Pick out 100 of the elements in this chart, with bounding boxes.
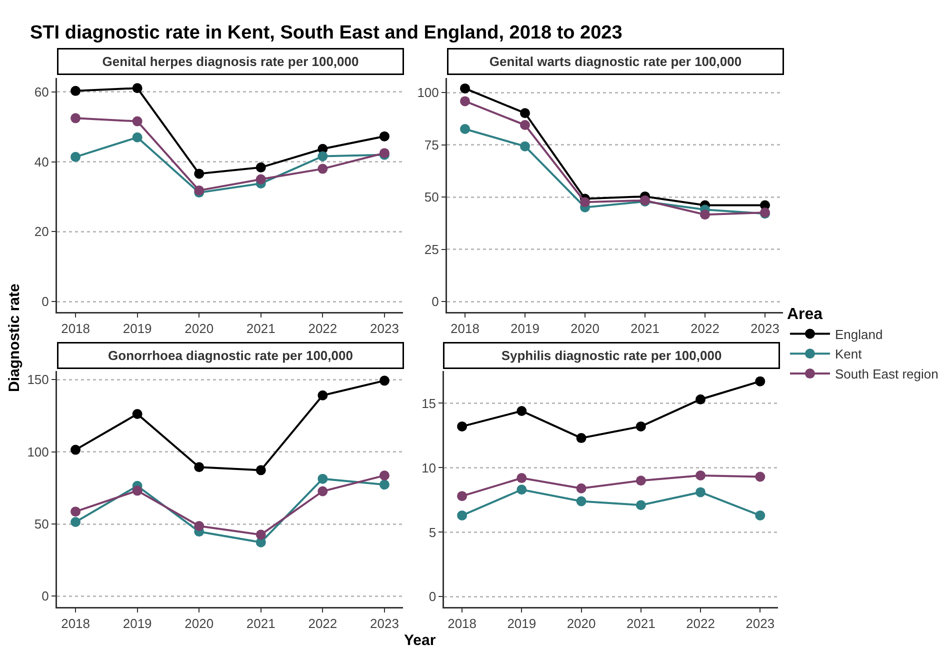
y-tick-label: 0 [42, 294, 49, 310]
point [132, 132, 142, 142]
point [70, 516, 81, 527]
x-tick-label: 2020 [184, 616, 214, 632]
point [457, 421, 468, 432]
point [256, 465, 266, 476]
point [194, 521, 204, 532]
point [580, 197, 590, 208]
x-tick-label: 2019 [507, 616, 536, 632]
point [318, 164, 328, 174]
point [318, 474, 328, 484]
x-tick-label: 2018 [61, 321, 90, 336]
point [379, 376, 390, 386]
y-tick-label: 10 [422, 460, 436, 476]
point [256, 162, 266, 172]
point [520, 141, 530, 152]
y-tick-label: 25 [424, 242, 439, 257]
x-tick-label: 2018 [448, 616, 477, 632]
y-tick-label: 40 [34, 154, 49, 170]
y-tick-label: 60 [34, 84, 49, 100]
point [576, 496, 586, 506]
y-axis-title: Diagnostic rate [6, 284, 23, 392]
x-tick-label: 2023 [370, 616, 399, 632]
x-tick-label: 2022 [308, 321, 338, 336]
point [132, 116, 142, 126]
point [379, 480, 390, 490]
x-tick-label: 2018 [61, 616, 90, 632]
point [696, 394, 706, 404]
x-tick-label: 2019 [122, 616, 152, 632]
point [457, 510, 468, 520]
point [132, 409, 142, 420]
point [256, 530, 266, 540]
point [194, 462, 204, 472]
x-tick-label: 2022 [690, 321, 720, 336]
point [194, 185, 204, 196]
point [70, 506, 81, 517]
chart-subtitle: Syphilis diagnostic rate per 100,000 [501, 348, 722, 363]
point [318, 390, 328, 400]
point [755, 376, 766, 386]
point [70, 86, 81, 96]
point [520, 108, 530, 118]
point [636, 476, 646, 486]
point [755, 510, 766, 520]
point [70, 152, 81, 162]
y-tick-label: 75 [424, 137, 439, 152]
point [460, 83, 470, 94]
point [460, 96, 470, 106]
point [132, 83, 142, 94]
point [194, 168, 204, 179]
x-tick-label: 2023 [746, 616, 775, 632]
y-tick-label: 50 [34, 516, 49, 532]
x-tick-label: 2023 [750, 321, 780, 336]
x-tick-label: 2021 [626, 616, 656, 632]
x-tick-label: 2020 [184, 321, 214, 336]
y-tick-label: 5 [428, 524, 436, 540]
chart-subtitle: Gonorrhoea diagnostic rate per 100,000 [108, 348, 353, 363]
point [516, 473, 527, 484]
point [132, 486, 142, 496]
x-tick-label: 2018 [450, 321, 480, 336]
point [576, 433, 586, 444]
point [696, 487, 706, 498]
point [520, 120, 530, 130]
point [636, 421, 646, 432]
chart-title: STI diagnostic rate in Kent, South East and England, 2018 to 2023 [30, 22, 622, 44]
point [636, 500, 646, 510]
y-tick-label: 0 [432, 294, 439, 310]
legend-title: Area [786, 306, 823, 323]
point [516, 484, 527, 495]
x-tick-label: 2022 [308, 616, 338, 632]
y-tick-label: 0 [42, 588, 49, 604]
chart-subtitle: Genital herpes diagnosis rate per 100,000 [102, 54, 359, 69]
y-tick-label: 50 [424, 190, 439, 205]
y-tick-label: 15 [422, 396, 436, 411]
point [256, 174, 266, 184]
point [379, 131, 390, 142]
x-tick-label: 2020 [570, 321, 600, 336]
x-tick-label: 2022 [686, 616, 715, 632]
x-axis-title: Year [404, 632, 436, 648]
x-tick-label: 2020 [566, 616, 596, 632]
x-tick-label: 2021 [630, 321, 660, 336]
point [70, 444, 81, 455]
y-tick-label: 100 [27, 444, 49, 460]
point [460, 124, 470, 134]
point [318, 151, 328, 162]
point [700, 210, 710, 220]
legend-label: England [834, 326, 883, 342]
y-tick-label: 20 [34, 224, 49, 240]
point [379, 470, 390, 480]
y-tick-label: 100 [417, 85, 439, 100]
x-tick-label: 2023 [370, 321, 399, 336]
y-tick-label: 150 [27, 372, 49, 388]
x-tick-label: 2019 [122, 321, 152, 336]
point [318, 486, 328, 496]
point [576, 483, 586, 494]
legend-label: Kent [834, 346, 862, 362]
x-tick-label: 2019 [510, 321, 540, 336]
x-tick-label: 2021 [246, 321, 276, 336]
chart-subtitle: Genital warts diagnostic rate per 100,000 [489, 54, 742, 69]
point [516, 406, 527, 416]
legend-label: South East region [834, 366, 938, 382]
